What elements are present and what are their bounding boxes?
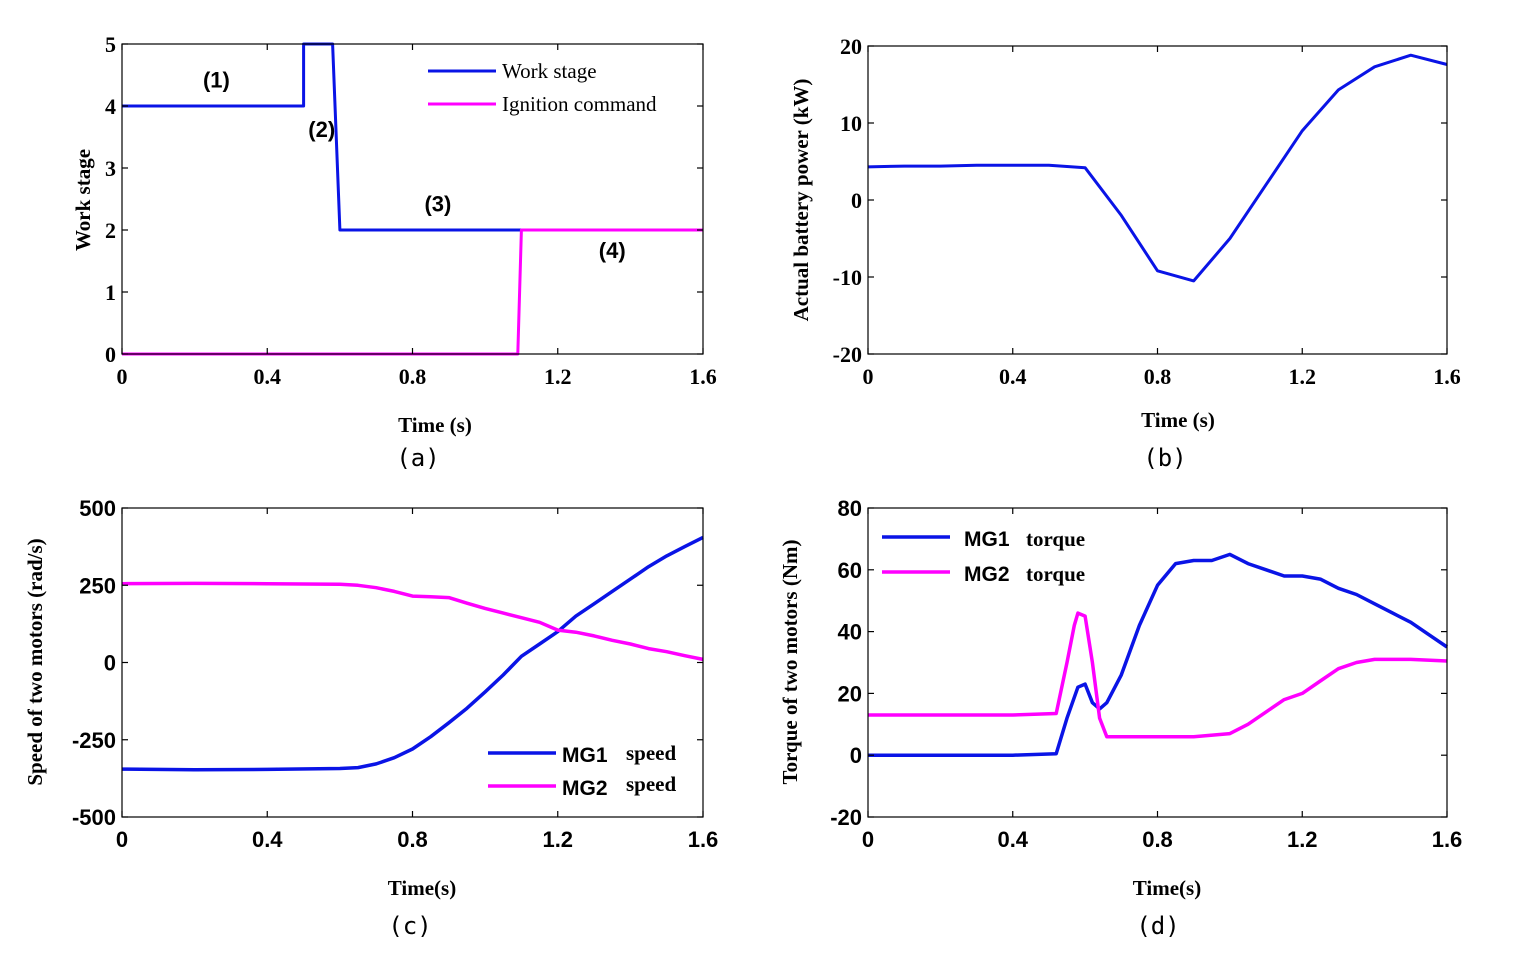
y-tick-label-c-1: -250 xyxy=(72,728,116,753)
y-tick-label-c-0: -500 xyxy=(72,805,116,830)
legend-label-mg1-torque-main: MG1 xyxy=(964,528,1010,551)
panel-c: 0 0.4 0.8 1.2 1.6 -500 -250 0 250 500 Time(s) Spe… xyxy=(23,496,718,940)
annotation-a-3: (4) xyxy=(599,238,626,263)
series-line-b-0 xyxy=(867,53,1448,283)
y-tick-label-b-1: -10 xyxy=(833,265,862,290)
y-tick-label-d-5: 80 xyxy=(838,496,862,521)
legend-label-ignition-command: Ignition command xyxy=(502,92,657,116)
y-tick-label-a-5: 5 xyxy=(105,32,116,57)
panel-b: 0 0.4 0.8 1.2 1.6 -20 -10 0 10 20 Time (s) Actual… xyxy=(789,34,1461,472)
y-tick-label-a-1: 1 xyxy=(105,280,116,305)
y-tick-label-a-3: 3 xyxy=(105,156,116,181)
panel-a-legend: Work stage Ignition command xyxy=(428,59,657,116)
series-line-c-1 xyxy=(121,581,704,662)
x-tick-label-c-4: 1.6 xyxy=(688,827,719,852)
panel-b-ylabel: Actual battery power (kW) xyxy=(789,79,813,322)
panel-b-plot-area: 0 0.4 0.8 1.2 1.6 -20 -10 0 10 20 xyxy=(833,34,1461,389)
legend-label-work-stage: Work stage xyxy=(502,59,597,83)
legend-label-mg1-speed: speed xyxy=(626,741,676,765)
series-line-c-0 xyxy=(121,535,704,772)
y-tick-label-c-3: 250 xyxy=(79,573,116,598)
x-tick-label-a-1: 0.4 xyxy=(254,364,282,389)
x-tick-label-a-2: 0.8 xyxy=(399,364,427,389)
annotation-a-1: (2) xyxy=(308,117,335,142)
panel-b-xlabel: Time (s) xyxy=(1141,408,1215,432)
x-tick-label-b-3: 1.2 xyxy=(1289,364,1317,389)
y-tick-label-b-3: 10 xyxy=(840,111,862,136)
x-tick-label-a-0: 0 xyxy=(117,364,128,389)
y-tick-label-c-2: 0 xyxy=(104,651,116,676)
x-tick-label-c-3: 1.2 xyxy=(542,827,573,852)
x-tick-label-c-0: 0 xyxy=(116,827,128,852)
panel-d-xlabel: Time(s) xyxy=(1133,876,1201,900)
panel-a-xlabel: Time (s) xyxy=(398,413,472,437)
x-tick-label-d-4: 1.6 xyxy=(1432,827,1463,852)
y-tick-label-d-4: 60 xyxy=(838,558,862,583)
x-tick-label-b-0: 0 xyxy=(863,364,874,389)
legend-label-mg2-speed: speed xyxy=(626,772,676,796)
x-tick-label-b-4: 1.6 xyxy=(1433,364,1461,389)
annotation-a-2: (3) xyxy=(424,191,451,216)
series-line-d-0 xyxy=(868,552,1448,757)
annotation-a-0: (1) xyxy=(203,67,230,92)
legend-label-mg2-torque: torque xyxy=(1026,562,1085,586)
x-tick-label-b-1: 0.4 xyxy=(999,364,1027,389)
panel-c-caption: (c) xyxy=(388,912,431,940)
y-tick-label-a-2: 2 xyxy=(105,218,116,243)
panel-c-plot-area: 0 0.4 0.8 1.2 1.6 -500 -250 0 250 500 xyxy=(72,496,718,852)
x-tick-label-d-3: 1.2 xyxy=(1287,827,1318,852)
panel-c-legend: MG1 speed MG2 speed xyxy=(488,741,676,800)
legend-label-mg2: MG2 xyxy=(562,777,608,800)
panel-a: 0 0.4 0.8 1.2 1.6 0 1 2 3 4 5 (1) (2) (3) (4) Time (s)… xyxy=(71,32,717,472)
y-tick-label-d-0: -20 xyxy=(830,805,862,830)
x-tick-label-d-0: 0 xyxy=(862,827,874,852)
x-tick-label-c-2: 0.8 xyxy=(397,827,428,852)
panel-c-ylabel: Speed of two motors (rad/s) xyxy=(23,538,47,785)
series-line-d-1 xyxy=(868,611,1448,739)
panel-a-caption: (a) xyxy=(396,444,439,472)
x-tick-label-d-2: 0.8 xyxy=(1142,827,1173,852)
panel-c-xlabel: Time(s) xyxy=(388,876,456,900)
panel-a-ylabel: Work stage xyxy=(71,149,95,251)
x-tick-label-c-1: 0.4 xyxy=(252,827,283,852)
y-tick-label-a-4: 4 xyxy=(105,94,116,119)
x-tick-label-d-1: 0.4 xyxy=(997,827,1028,852)
y-tick-label-b-0: -20 xyxy=(833,342,862,367)
x-tick-label-b-2: 0.8 xyxy=(1144,364,1172,389)
y-tick-label-a-0: 0 xyxy=(105,342,116,367)
panel-b-caption: (b) xyxy=(1143,444,1186,472)
panel-d-ylabel: Torque of two motors (Nm) xyxy=(778,540,802,785)
panel-d-caption: (d) xyxy=(1136,912,1179,940)
x-tick-label-a-4: 1.6 xyxy=(689,364,717,389)
y-tick-label-b-2: 0 xyxy=(851,188,862,213)
panel-d-legend: MG1 torque MG2 torque xyxy=(882,527,1085,586)
legend-label-mg1-torque: torque xyxy=(1026,527,1085,551)
legend-label-mg1: MG1 xyxy=(562,744,608,767)
x-tick-label-a-3: 1.2 xyxy=(544,364,572,389)
legend-label-mg2-torque-main: MG2 xyxy=(964,563,1010,586)
panel-a-plot-area: 0 0.4 0.8 1.2 1.6 0 1 2 3 4 5 (1) (2) (3) (4) xyxy=(105,32,717,389)
y-tick-label-d-1: 0 xyxy=(850,743,862,768)
y-tick-label-d-2: 20 xyxy=(838,681,862,706)
panel-b-frame xyxy=(867,45,1448,355)
y-tick-label-d-3: 40 xyxy=(838,620,862,645)
y-tick-label-b-4: 20 xyxy=(840,34,862,59)
y-tick-label-c-4: 500 xyxy=(79,496,116,521)
